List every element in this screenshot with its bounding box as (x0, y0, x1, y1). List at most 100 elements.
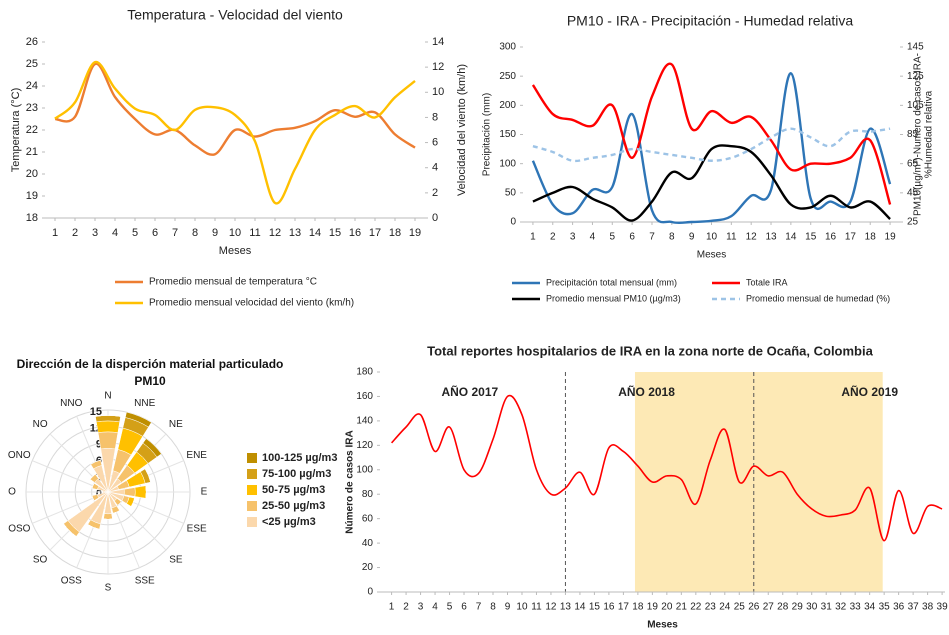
x-tick-label: 4 (590, 232, 596, 243)
x-tick-label: 26 (748, 602, 760, 613)
y-tick-label: 21 (26, 146, 38, 158)
legend-label: Totale IRA (746, 277, 788, 287)
y2-axis-label: %Humedad relativa (924, 90, 935, 178)
y-tick-label: 20 (26, 168, 38, 180)
direction-label: O (8, 487, 16, 498)
x-tick-label: 14 (785, 232, 797, 243)
x-tick-label: 7 (172, 227, 178, 239)
x-tick-label: 34 (864, 602, 876, 613)
x-tick-label: 20 (661, 602, 673, 613)
x-tick-label: 32 (835, 602, 847, 613)
y2-tick-label: 105 (907, 100, 924, 111)
rose-segment (96, 420, 120, 433)
radial-tick-label: 15 (90, 406, 102, 418)
y-tick-label: 100 (499, 158, 516, 169)
x-tick-label: 1 (389, 602, 395, 613)
direction-label: S (105, 583, 112, 594)
rose-segment (112, 510, 120, 514)
x-tick-label: 6 (629, 232, 635, 243)
x-tick-label: 39 (937, 602, 949, 613)
y-tick-label: 40 (362, 538, 374, 549)
direction-label: E (201, 487, 208, 498)
x-tick-label: 22 (690, 602, 702, 613)
y-axis-label: Número de casos IRA (345, 430, 356, 533)
y-tick-label: 24 (26, 80, 38, 92)
x-tick-label: 4 (432, 602, 438, 613)
y2-tick-label: 145 (907, 42, 924, 53)
legend-swatch (247, 453, 257, 463)
x-tick-label: 3 (92, 227, 98, 239)
x-tick-label: 7 (476, 602, 482, 613)
x-tick-label: 11 (249, 227, 260, 239)
y-tick-label: 200 (499, 100, 516, 111)
y2-tick-label: 12 (432, 61, 444, 73)
chart-title: Dirección de la disperción material part… (16, 357, 284, 388)
direction-label: SO (33, 555, 48, 566)
x-tick-label: 24 (719, 602, 731, 613)
y-tick-label: 180 (356, 367, 373, 378)
x-tick-label: 36 (893, 602, 905, 613)
y2-tick-label: 6 (432, 136, 438, 148)
chart-title: Total reportes hospitalarios de IRA en l… (427, 343, 873, 358)
rose-segment (95, 415, 121, 423)
x-tick-label: 3 (570, 232, 576, 243)
legend-label: 100-125 µg/m3 (262, 452, 337, 464)
x-tick-label: 2 (403, 602, 409, 613)
direction-label: ENE (186, 450, 207, 461)
series-line (54, 60, 416, 205)
series-line (390, 394, 943, 542)
direction-label: NO (33, 419, 48, 430)
x-tick-label: 13 (765, 232, 777, 243)
y2-tick-label: 4 (432, 162, 438, 174)
rose-segment (97, 431, 119, 450)
direction-label: OSO (8, 523, 30, 534)
annotation: AÑO 2018 (618, 384, 675, 399)
legend-label: 75-100 µg/m3 (262, 468, 331, 480)
x-tick-label: 3 (418, 602, 424, 613)
y2-tick-label: 85 (907, 129, 919, 140)
y2-tick-label: 8 (432, 111, 438, 123)
x-tick-label: 10 (229, 227, 241, 239)
legend-label: 25-50 µg/m3 (262, 500, 325, 512)
x-tick-label: 18 (632, 602, 644, 613)
x-tick-label: 17 (618, 602, 630, 613)
rose-title-box: Dirección de la disperción material part… (16, 357, 284, 388)
legend-label: Promedio mensual de temperatura °C (149, 277, 317, 288)
x-axis-label: Meses (647, 620, 678, 631)
x-tick-label: 16 (349, 227, 361, 239)
y2-tick-label: 10 (432, 86, 444, 98)
x-tick-label: 25 (734, 602, 746, 613)
rose-segment (103, 513, 113, 520)
x-tick-label: 12 (269, 227, 281, 239)
y-tick-label: 18 (26, 212, 38, 224)
x-tick-label: 5 (132, 227, 138, 239)
rose-segment (63, 523, 77, 537)
x-tick-label: 9 (505, 602, 511, 613)
direction-label: SE (169, 555, 183, 566)
y2-tick-label: 125 (907, 71, 924, 82)
chart-title: PM10 - IRA - Precipitación - Humedad rel… (567, 13, 854, 29)
rose-segment (142, 438, 162, 458)
y2-axis-label: PM10(µg/m³)-Numero de casos IRA- (913, 53, 924, 216)
y2-tick-label: 0 (432, 212, 438, 224)
x-tick-label: 10 (516, 602, 528, 613)
x-tick-label: 14 (574, 602, 586, 613)
legend-label: Promedio mensual PM10 (µg/m3) (546, 293, 681, 303)
x-tick-label: 11 (726, 232, 737, 243)
x-tick-label: 1 (52, 227, 58, 239)
radial-tick-label: 9 (96, 439, 102, 451)
y2-tick-label: 25 (907, 217, 919, 228)
x-tick-label: 18 (865, 232, 877, 243)
y2-tick-label: 14 (432, 36, 444, 48)
y-tick-label: 60 (362, 513, 374, 524)
rose-segment (134, 485, 147, 499)
x-tick-label: 29 (792, 602, 804, 613)
series-line (532, 127, 891, 163)
annotation: AÑO 2017 (441, 384, 498, 399)
series-line (531, 62, 892, 205)
highlight-range (634, 372, 883, 592)
x-tick-label: 9 (212, 227, 218, 239)
y-tick-label: 26 (26, 36, 38, 48)
x-tick-label: 30 (806, 602, 818, 613)
legend-swatch (247, 517, 257, 527)
